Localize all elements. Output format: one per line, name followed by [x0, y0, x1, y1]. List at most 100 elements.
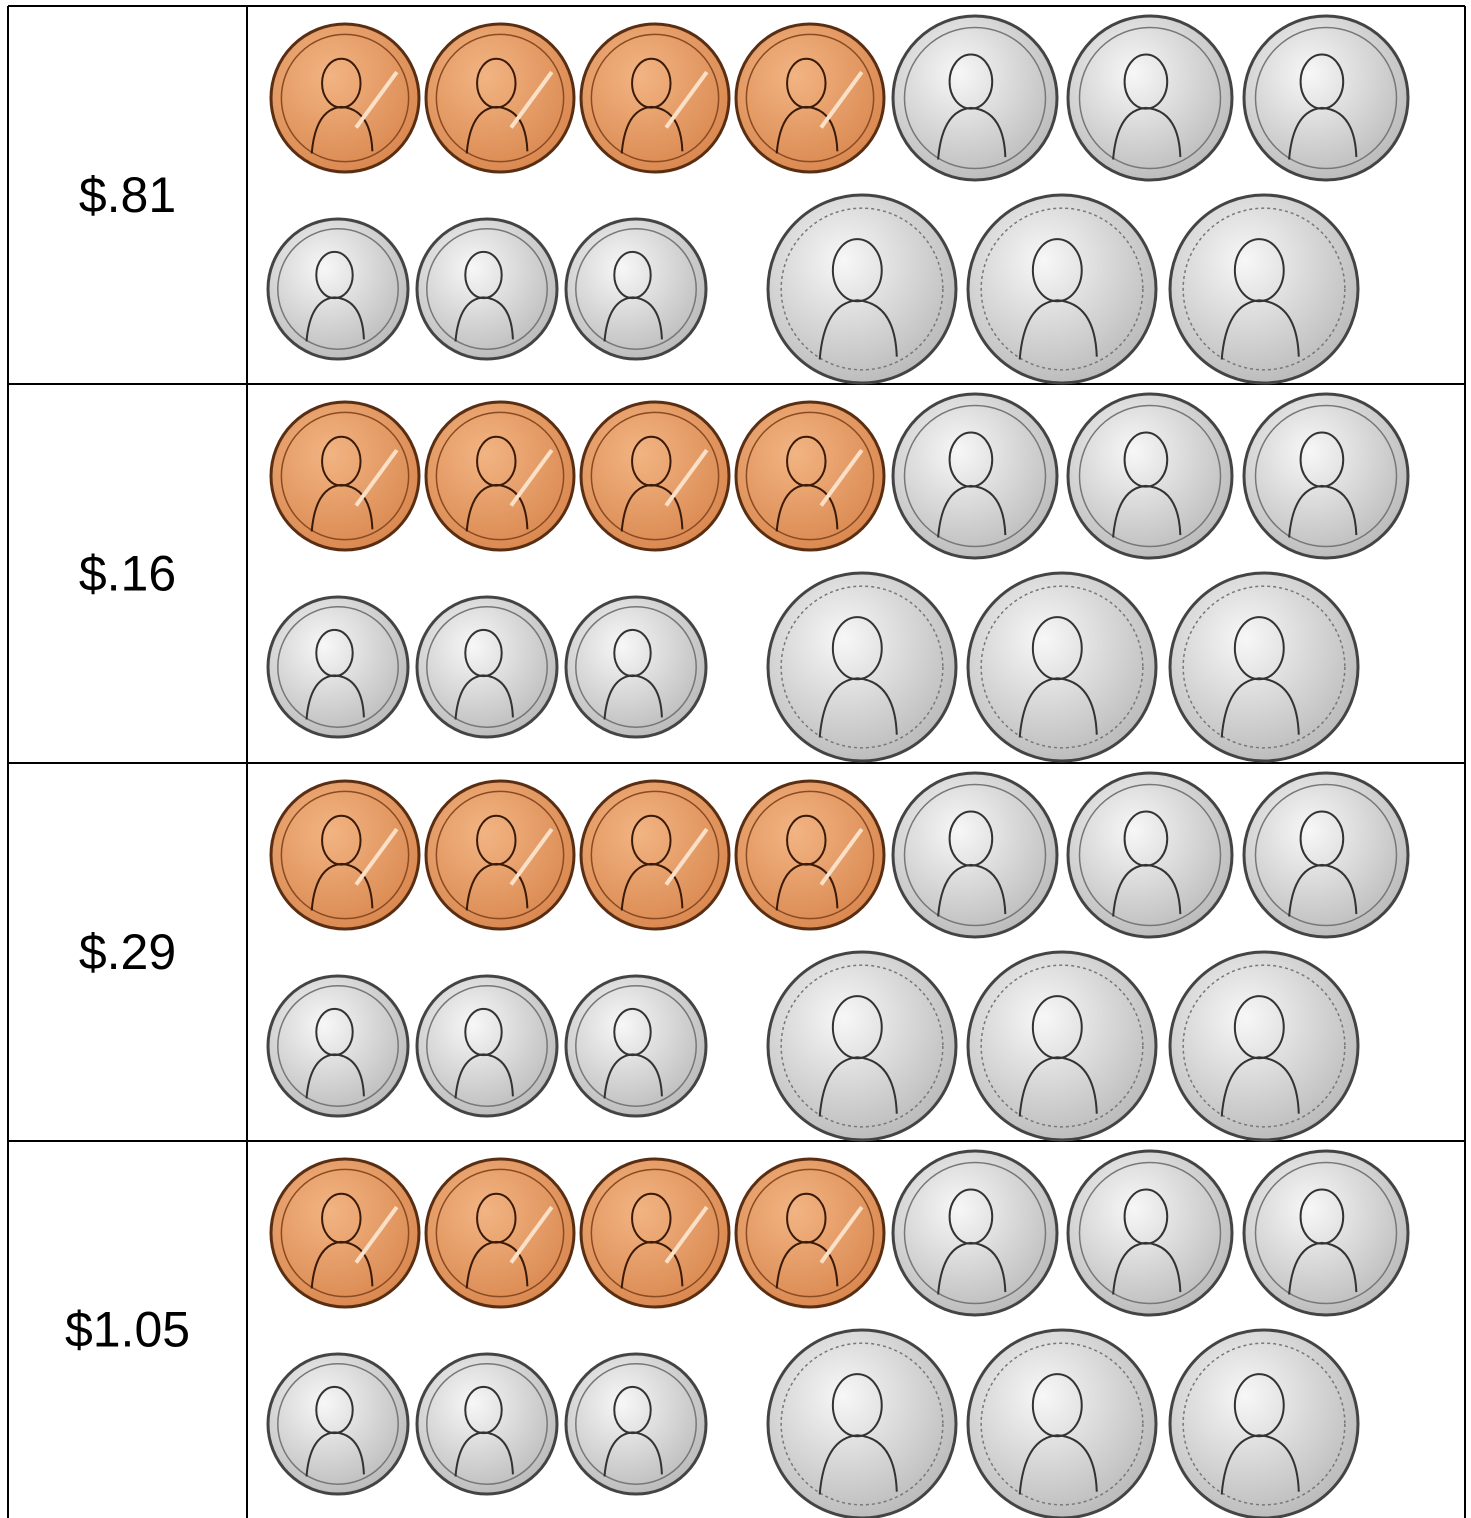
- quarter: [968, 195, 1156, 383]
- coin-rim: [768, 1330, 956, 1518]
- worksheet: $.81$.16$.29$1.05: [0, 0, 1471, 1518]
- nickel: [1068, 1151, 1232, 1315]
- quarter: [968, 952, 1156, 1140]
- coin-rim: [268, 1354, 408, 1494]
- coin-rim: [417, 597, 557, 737]
- coin-rim: [426, 402, 574, 550]
- coin-rim: [581, 402, 729, 550]
- dime: [417, 597, 557, 737]
- dime: [566, 597, 706, 737]
- coin-rim: [1244, 773, 1408, 937]
- coin-rim: [1170, 573, 1358, 761]
- nickel: [1068, 394, 1232, 558]
- quarter: [1170, 573, 1358, 761]
- coin-set: [268, 16, 1408, 383]
- coin-rim: [893, 394, 1057, 558]
- penny: [736, 402, 884, 550]
- coin-rim: [1170, 195, 1358, 383]
- coin-rim: [968, 195, 1156, 383]
- coin-rim: [268, 976, 408, 1116]
- nickel: [893, 16, 1057, 180]
- penny: [271, 781, 419, 929]
- coin-rim: [1244, 16, 1408, 180]
- coin-rim: [426, 24, 574, 172]
- quarter: [968, 573, 1156, 761]
- dime: [417, 1354, 557, 1494]
- coin-rim: [1068, 1151, 1232, 1315]
- quarter: [768, 195, 956, 383]
- nickel: [1244, 773, 1408, 937]
- penny: [271, 402, 419, 550]
- coin-rim: [581, 1159, 729, 1307]
- coin-rim: [581, 24, 729, 172]
- coin-rim: [736, 1159, 884, 1307]
- nickel: [893, 1151, 1057, 1315]
- coin-rim: [417, 976, 557, 1116]
- nickel: [1244, 16, 1408, 180]
- coin-rim: [736, 402, 884, 550]
- coin-rim: [1170, 1330, 1358, 1518]
- dime: [268, 1354, 408, 1494]
- nickel: [1068, 773, 1232, 937]
- amount-label: $1.05: [65, 1302, 190, 1358]
- nickel: [893, 394, 1057, 558]
- quarter: [1170, 195, 1358, 383]
- penny: [581, 781, 729, 929]
- penny: [736, 24, 884, 172]
- quarter: [1170, 952, 1358, 1140]
- coin-rim: [566, 976, 706, 1116]
- penny: [271, 24, 419, 172]
- penny: [271, 1159, 419, 1307]
- nickel: [1068, 16, 1232, 180]
- quarter: [768, 1330, 956, 1518]
- coin-rim: [968, 573, 1156, 761]
- penny: [426, 781, 574, 929]
- dime: [566, 1354, 706, 1494]
- nickel: [1244, 1151, 1408, 1315]
- coin-rim: [1068, 773, 1232, 937]
- coin-rim: [271, 781, 419, 929]
- coin-rim: [736, 24, 884, 172]
- coin-rim: [736, 781, 884, 929]
- coin-rim: [268, 597, 408, 737]
- dime: [566, 219, 706, 359]
- page: $.81$.16$.29$1.05 (() => { const data = …: [0, 0, 1471, 1518]
- dime: [417, 976, 557, 1116]
- coin-rim: [581, 781, 729, 929]
- coin-rim: [426, 1159, 574, 1307]
- penny: [581, 402, 729, 550]
- coin-rim: [1244, 394, 1408, 558]
- coin-rim: [768, 195, 956, 383]
- coin-rim: [271, 24, 419, 172]
- coin-rim: [426, 781, 574, 929]
- coin-rim: [271, 1159, 419, 1307]
- quarter: [768, 573, 956, 761]
- coin-set: [268, 394, 1408, 761]
- coin-rim: [1244, 1151, 1408, 1315]
- dime: [268, 597, 408, 737]
- coin-set: [268, 773, 1408, 1140]
- coin-rim: [271, 402, 419, 550]
- amount-label: $.29: [79, 924, 176, 980]
- amount-label: $.81: [79, 167, 176, 223]
- penny: [426, 402, 574, 550]
- coin-area: [268, 16, 1408, 1518]
- penny: [581, 24, 729, 172]
- coin-rim: [1170, 952, 1358, 1140]
- coin-rim: [566, 219, 706, 359]
- penny: [426, 1159, 574, 1307]
- coin-rim: [968, 952, 1156, 1140]
- coin-rim: [968, 1330, 1156, 1518]
- dime: [417, 219, 557, 359]
- penny: [581, 1159, 729, 1307]
- penny: [426, 24, 574, 172]
- coin-rim: [566, 1354, 706, 1494]
- coin-rim: [417, 1354, 557, 1494]
- coin-rim: [893, 16, 1057, 180]
- coin-rim: [1068, 394, 1232, 558]
- coin-rim: [768, 573, 956, 761]
- coin-rim: [768, 952, 956, 1140]
- coin-rim: [893, 773, 1057, 937]
- nickel: [1244, 394, 1408, 558]
- quarter: [768, 952, 956, 1140]
